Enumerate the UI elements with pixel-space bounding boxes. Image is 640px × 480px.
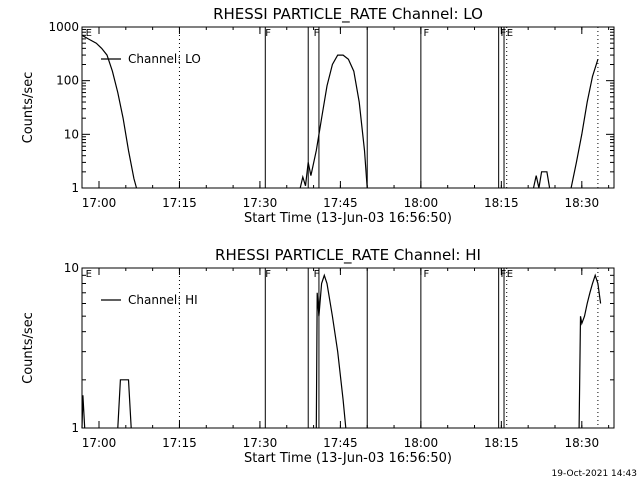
y-axis-label: Counts/sec bbox=[21, 72, 36, 144]
x-tick-label: 18:15 bbox=[484, 436, 519, 450]
x-tick-label: 17:00 bbox=[82, 436, 117, 450]
x-tick-label: 18:30 bbox=[565, 436, 600, 450]
event-flag-e: E bbox=[86, 269, 92, 280]
legend-label: Channel: LO bbox=[128, 52, 201, 66]
y-tick-label: 1 bbox=[71, 421, 79, 435]
y-axis-label: Counts/sec bbox=[21, 312, 36, 384]
y-tick-label: 10 bbox=[64, 127, 79, 141]
event-flag-e: E bbox=[86, 28, 92, 39]
series-line-segment bbox=[315, 273, 347, 429]
event-flag-e: E bbox=[507, 269, 513, 280]
event-flag-f: F bbox=[424, 28, 430, 39]
x-tick-label: 17:15 bbox=[162, 196, 197, 210]
event-flag-f: F bbox=[314, 269, 320, 280]
event-flag-f: F bbox=[265, 28, 271, 39]
chart-title: RHESSI PARTICLE_RATE Channel: LO bbox=[213, 5, 483, 24]
x-tick-label: 18:30 bbox=[565, 196, 600, 210]
event-flag-f: F bbox=[500, 28, 506, 39]
event-flag-f: F bbox=[314, 28, 320, 39]
legend-label: Channel: HI bbox=[128, 293, 198, 307]
x-axis-label: Start Time (13-Jun-03 16:56:50) bbox=[244, 451, 452, 466]
x-tick-label: 17:30 bbox=[243, 436, 278, 450]
series-line-segment bbox=[578, 273, 602, 429]
series-line-segment bbox=[570, 59, 599, 189]
event-flag-f: F bbox=[500, 269, 506, 280]
y-tick-label: 1000 bbox=[48, 20, 79, 34]
x-tick-label: 18:00 bbox=[404, 436, 439, 450]
event-flag-e: E bbox=[507, 28, 513, 39]
plot-frame bbox=[81, 267, 615, 429]
event-flag-f: F bbox=[424, 269, 430, 280]
series-line-segment bbox=[532, 171, 551, 189]
x-tick-label: 17:00 bbox=[82, 196, 117, 210]
y-tick-label: 100 bbox=[56, 74, 79, 88]
y-tick-label: 1 bbox=[71, 181, 79, 195]
series-line-segment bbox=[117, 379, 132, 429]
x-tick-label: 18:00 bbox=[404, 196, 439, 210]
chart-panel-lo: RHESSI PARTICLE_RATE Channel: LO Start Ti… bbox=[21, 5, 615, 226]
chart-title: RHESSI PARTICLE_RATE Channel: HI bbox=[215, 246, 481, 265]
plot-frame bbox=[81, 26, 615, 189]
x-tick-label: 17:45 bbox=[323, 436, 358, 450]
series-line-segment bbox=[299, 54, 368, 189]
series-line-segment bbox=[81, 395, 86, 429]
series-line-segment bbox=[81, 34, 138, 189]
x-tick-label: 17:15 bbox=[162, 436, 197, 450]
x-axis-label: Start Time (13-Jun-03 16:56:50) bbox=[244, 211, 452, 226]
x-tick-label: 17:45 bbox=[323, 196, 358, 210]
event-flag-f: F bbox=[265, 269, 271, 280]
footer-timestamp: 19-Oct-2021 14:43 bbox=[552, 469, 637, 479]
x-tick-label: 17:30 bbox=[243, 196, 278, 210]
chart-panel-hi: RHESSI PARTICLE_RATE Channel: HI Start Ti… bbox=[21, 246, 615, 466]
y-tick-label: 10 bbox=[64, 261, 79, 275]
x-tick-label: 18:15 bbox=[484, 196, 519, 210]
